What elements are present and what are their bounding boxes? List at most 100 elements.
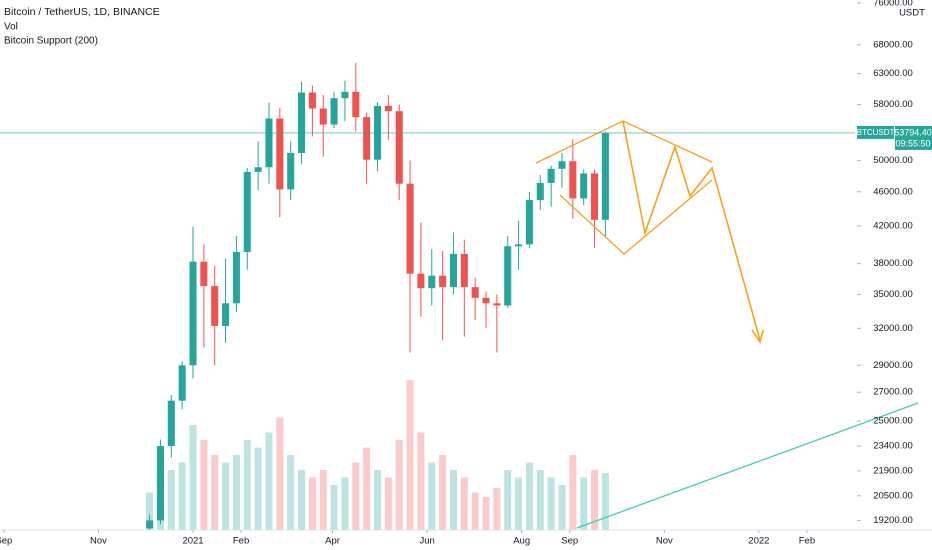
- volume-bar: [298, 470, 306, 530]
- volume-bar: [395, 440, 403, 530]
- volume-bar: [189, 425, 197, 530]
- countdown-label: 09:55:50: [895, 138, 930, 148]
- volume-bar: [580, 477, 588, 530]
- candle-body: [341, 91, 349, 99]
- y-tick-label: 58000.00: [873, 99, 913, 110]
- candle-body: [384, 105, 392, 112]
- symbol-tag: [857, 125, 894, 139]
- candle-body: [569, 161, 577, 199]
- candle-body: [601, 132, 609, 220]
- y-tick-label: 76000.00: [873, 0, 913, 8]
- candle-body: [308, 92, 316, 109]
- candle-body: [428, 275, 436, 289]
- x-tick-label: 2021: [182, 536, 203, 547]
- candle-body: [417, 273, 425, 289]
- volume-bar: [482, 497, 490, 530]
- candle-body: [395, 111, 403, 184]
- volume-bar: [265, 432, 273, 530]
- y-tick-label: 29000.00: [873, 360, 913, 371]
- volume-bar: [591, 470, 599, 530]
- candle-body: [352, 91, 360, 118]
- candle-body: [330, 98, 338, 125]
- candle-body: [580, 173, 588, 199]
- volume-bar: [525, 462, 533, 530]
- y-tick-label: 42000.00: [873, 221, 913, 232]
- candle-body: [558, 161, 566, 169]
- y-tick-label: 50000.00: [873, 155, 913, 166]
- y-tick-label: 25000.00: [873, 416, 913, 427]
- candle-body: [265, 118, 273, 168]
- volume-bar: [558, 485, 566, 530]
- y-tick-label: 38000.00: [873, 258, 913, 269]
- currency-label: USDT: [899, 8, 925, 19]
- volume-bar: [287, 455, 295, 530]
- volume-bar: [254, 447, 262, 530]
- projection-arrow: [622, 120, 761, 341]
- candle-body: [525, 200, 533, 245]
- candle-body: [493, 303, 501, 306]
- volume-bar: [428, 462, 436, 530]
- candle-body: [591, 173, 599, 220]
- volume-bar: [178, 462, 186, 530]
- volume-bar: [569, 455, 577, 530]
- candle-body: [363, 117, 371, 160]
- volume-bar: [352, 462, 360, 530]
- candle-body: [156, 446, 164, 521]
- candle-body: [515, 244, 523, 247]
- y-tick-label: 19200.00: [873, 515, 913, 526]
- y-tick-label: 63000.00: [873, 68, 913, 79]
- volume-bar: [308, 477, 316, 530]
- y-tick-label: 68000.00: [873, 39, 913, 50]
- x-tick-label: Sep: [0, 536, 12, 547]
- volume-bar: [406, 380, 414, 530]
- volume-bar: [536, 470, 544, 530]
- y-tick-label: 35000.00: [873, 289, 913, 300]
- chart-title: Bitcoin / TetherUS, 1D, BINANCE: [4, 6, 160, 18]
- volume-bar: [515, 477, 523, 530]
- volume-bar: [167, 470, 175, 530]
- arrow-head: [751, 329, 764, 344]
- candle-body: [243, 171, 251, 252]
- volume-bar: [384, 477, 392, 530]
- y-tick-label: 27000.00: [873, 387, 913, 398]
- indicator-label: Bitcoin Support (200): [4, 36, 98, 47]
- volume-bar: [504, 470, 512, 530]
- volume-bar: [330, 485, 338, 530]
- volume-bar: [449, 470, 457, 530]
- candle-body: [222, 303, 230, 326]
- candle-body: [471, 287, 479, 298]
- candle-body: [536, 182, 544, 201]
- y-tick-label: 21900.00: [873, 465, 913, 476]
- volume-bar: [222, 462, 230, 530]
- x-tick-label: Sep: [561, 536, 578, 547]
- candle-body: [460, 253, 468, 288]
- volume-bar: [276, 417, 284, 530]
- support-line: [576, 402, 919, 529]
- volume-bar: [439, 455, 447, 530]
- volume-bar: [460, 477, 468, 530]
- candle-body: [178, 365, 186, 401]
- candle-body: [200, 261, 208, 287]
- volume-bar: [373, 470, 382, 530]
- x-tick-label: Nov: [656, 536, 673, 547]
- x-tick-label: Aug: [513, 536, 530, 547]
- volume-bar: [417, 432, 425, 530]
- x-tick-label: Feb: [799, 536, 815, 547]
- candle-body: [504, 246, 512, 306]
- x-tick-label: Feb: [233, 536, 249, 547]
- volume-bar: [471, 492, 479, 530]
- candle-body: [439, 275, 447, 288]
- candle-body: [167, 400, 175, 447]
- volume-bar: [493, 488, 501, 530]
- volume-bar: [232, 455, 240, 530]
- y-tick-label: 23400.00: [873, 441, 913, 452]
- y-tick-label: 46000.00: [873, 186, 913, 197]
- candle-body: [146, 520, 154, 529]
- x-tick-label: 2022: [748, 536, 769, 547]
- x-tick-label: Nov: [90, 536, 107, 547]
- candle-body: [287, 152, 295, 190]
- volume-bar: [200, 440, 208, 530]
- candle-body: [189, 261, 197, 366]
- candle-body: [449, 253, 457, 288]
